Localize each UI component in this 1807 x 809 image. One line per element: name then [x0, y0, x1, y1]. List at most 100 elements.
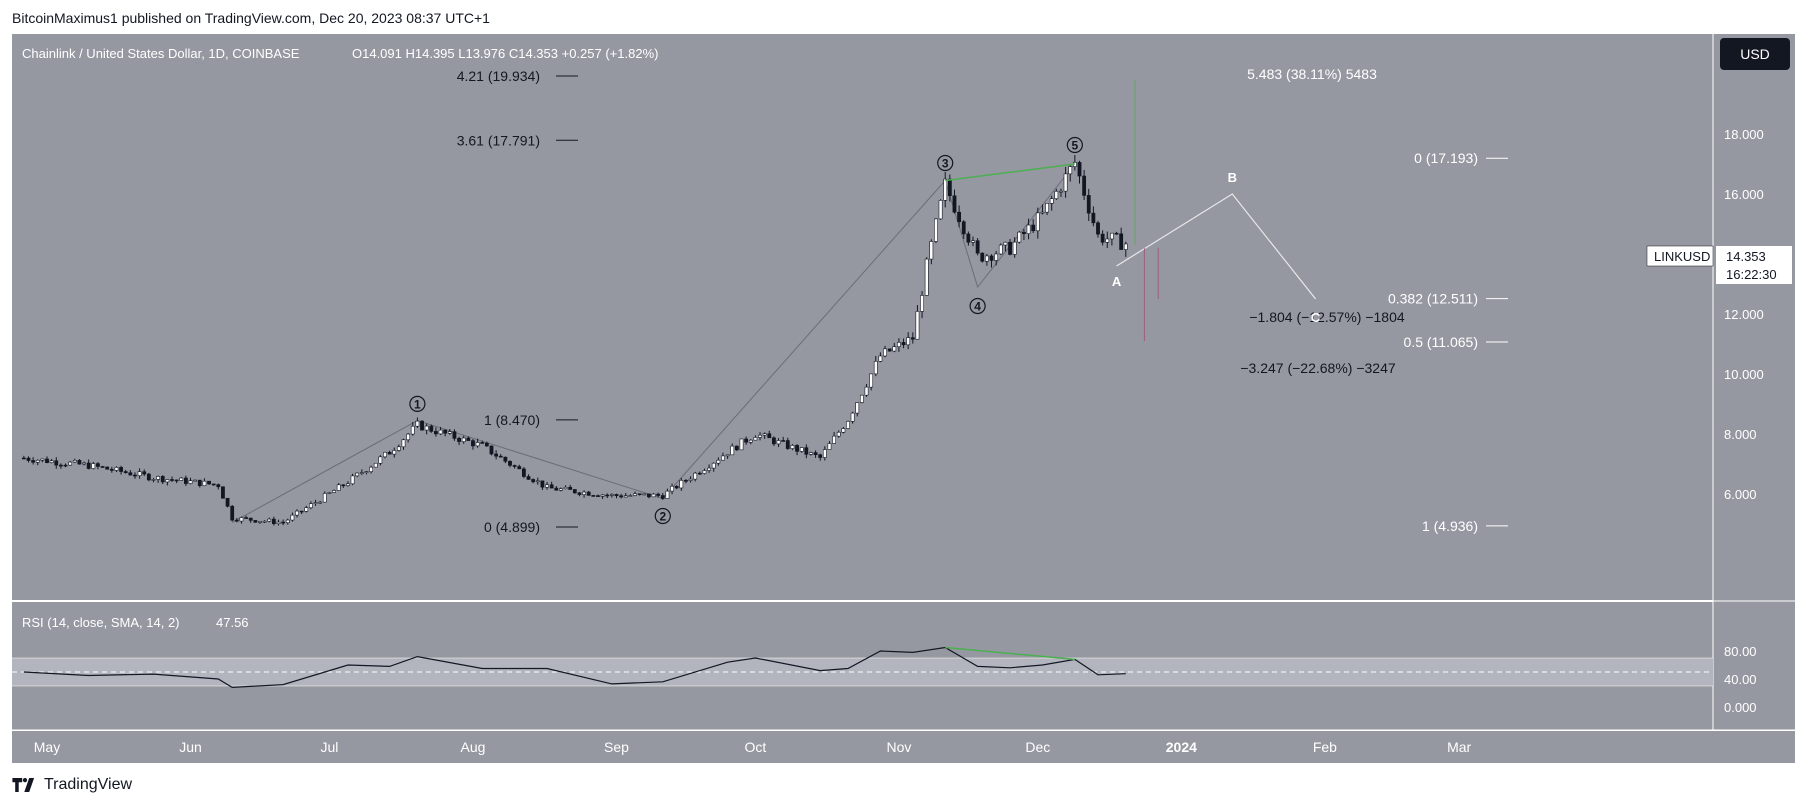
candle-body [762, 433, 767, 436]
candle-body [114, 467, 119, 471]
divergence-line-rsi [945, 646, 1075, 661]
candle-body [1082, 175, 1087, 196]
candle-body [1123, 243, 1128, 250]
candle-body [971, 240, 975, 243]
currency-button[interactable]: USD [1720, 38, 1790, 70]
symbol-legend[interactable]: Chainlink / United States Dollar, 1D, CO… [22, 46, 300, 61]
candle-body [850, 412, 855, 422]
candle-body [859, 394, 864, 403]
time-axis-tick: Aug [460, 739, 485, 755]
candle-body [387, 451, 392, 455]
candle-body [1096, 222, 1100, 235]
candle-body [873, 361, 878, 375]
candle-body [142, 471, 147, 475]
candle-body [646, 493, 651, 498]
candle-body [1114, 232, 1119, 235]
candle-body [137, 471, 142, 476]
candle-body [420, 420, 424, 431]
candle-body [674, 485, 679, 489]
rsi-legend-label[interactable]: RSI (14, close, SMA, 14, 2) [22, 615, 180, 630]
measurement-label: 5.483 (38.11%) 5483 [1247, 66, 1377, 82]
candle-body [901, 342, 906, 346]
candle-body [795, 445, 799, 452]
candle-body [332, 490, 336, 493]
candle-body [1063, 173, 1068, 192]
candle-body [31, 460, 36, 463]
candle-body [512, 465, 517, 467]
candle-body [503, 456, 508, 462]
candle-body [128, 472, 133, 476]
footer: TradingView [12, 776, 132, 794]
candle-body [225, 497, 230, 507]
candle-body [424, 425, 429, 431]
candle-body [77, 460, 82, 465]
candle-body [193, 479, 198, 482]
candle-body [471, 440, 475, 447]
candle-body [355, 472, 360, 477]
candle-body [174, 479, 179, 482]
time-axis-tick: Sep [604, 739, 629, 755]
candle-body [188, 480, 193, 484]
candle-body [693, 472, 698, 480]
candle-body [554, 487, 559, 491]
tradingview-brand[interactable]: TradingView [44, 776, 133, 793]
candle-body [406, 433, 411, 441]
candle-body [545, 484, 549, 488]
candle-body [248, 517, 253, 521]
candle-body [924, 258, 929, 296]
candle-body [966, 233, 971, 243]
wave-path [231, 163, 1076, 523]
candle-body [378, 456, 383, 464]
candle-body [961, 221, 966, 235]
candle-body [202, 480, 207, 486]
candle-body [739, 438, 744, 451]
wave-label: 3 [942, 157, 949, 171]
candle-body [897, 342, 901, 348]
wave-label: 4 [974, 300, 981, 314]
fib-level-label: 4.21 (19.934) [457, 68, 540, 84]
candle-body [1077, 162, 1082, 177]
fib-level-label: 0 (4.899) [484, 519, 540, 535]
price-tag-symbol: LINKUSD [1654, 249, 1710, 264]
candle-body [244, 517, 248, 519]
candle-body [156, 476, 161, 480]
candle-body [35, 459, 40, 463]
candle-body [878, 355, 883, 362]
candle-body [475, 442, 480, 447]
candle-body [952, 195, 957, 213]
candle-body [540, 480, 545, 488]
candle-body [40, 458, 45, 461]
candle-body [846, 420, 850, 429]
wave-label: A [1112, 274, 1122, 289]
candle-body [443, 429, 448, 434]
candle-body [401, 439, 406, 448]
candle-body [262, 520, 267, 523]
candle-body [346, 483, 350, 486]
candle-body [1017, 231, 1022, 243]
candle-body [813, 452, 818, 456]
time-axis-tick: May [34, 739, 60, 755]
candle-body [915, 311, 920, 340]
candle-body [146, 473, 151, 481]
candle-body [216, 484, 221, 488]
time-axis[interactable] [12, 731, 1795, 763]
fib-level-label: 1 (8.470) [484, 412, 540, 428]
candle-body [818, 454, 823, 458]
wave-label: 5 [1072, 139, 1079, 153]
candle-body [1054, 191, 1059, 199]
rsi-legend-value: 47.56 [216, 615, 249, 630]
candle-body [373, 462, 378, 468]
candle-body [359, 472, 364, 474]
candle-body [637, 493, 642, 496]
price-axis[interactable] [1713, 34, 1795, 730]
candle-body [133, 474, 137, 477]
candle-body [105, 466, 110, 470]
candle-body [100, 466, 105, 468]
candle-body [832, 435, 837, 444]
candle-body [947, 178, 952, 197]
candle-body [883, 348, 887, 357]
candle-body [642, 493, 647, 496]
candle-body [350, 475, 355, 485]
price-axis-tick: 12.000 [1724, 307, 1764, 322]
